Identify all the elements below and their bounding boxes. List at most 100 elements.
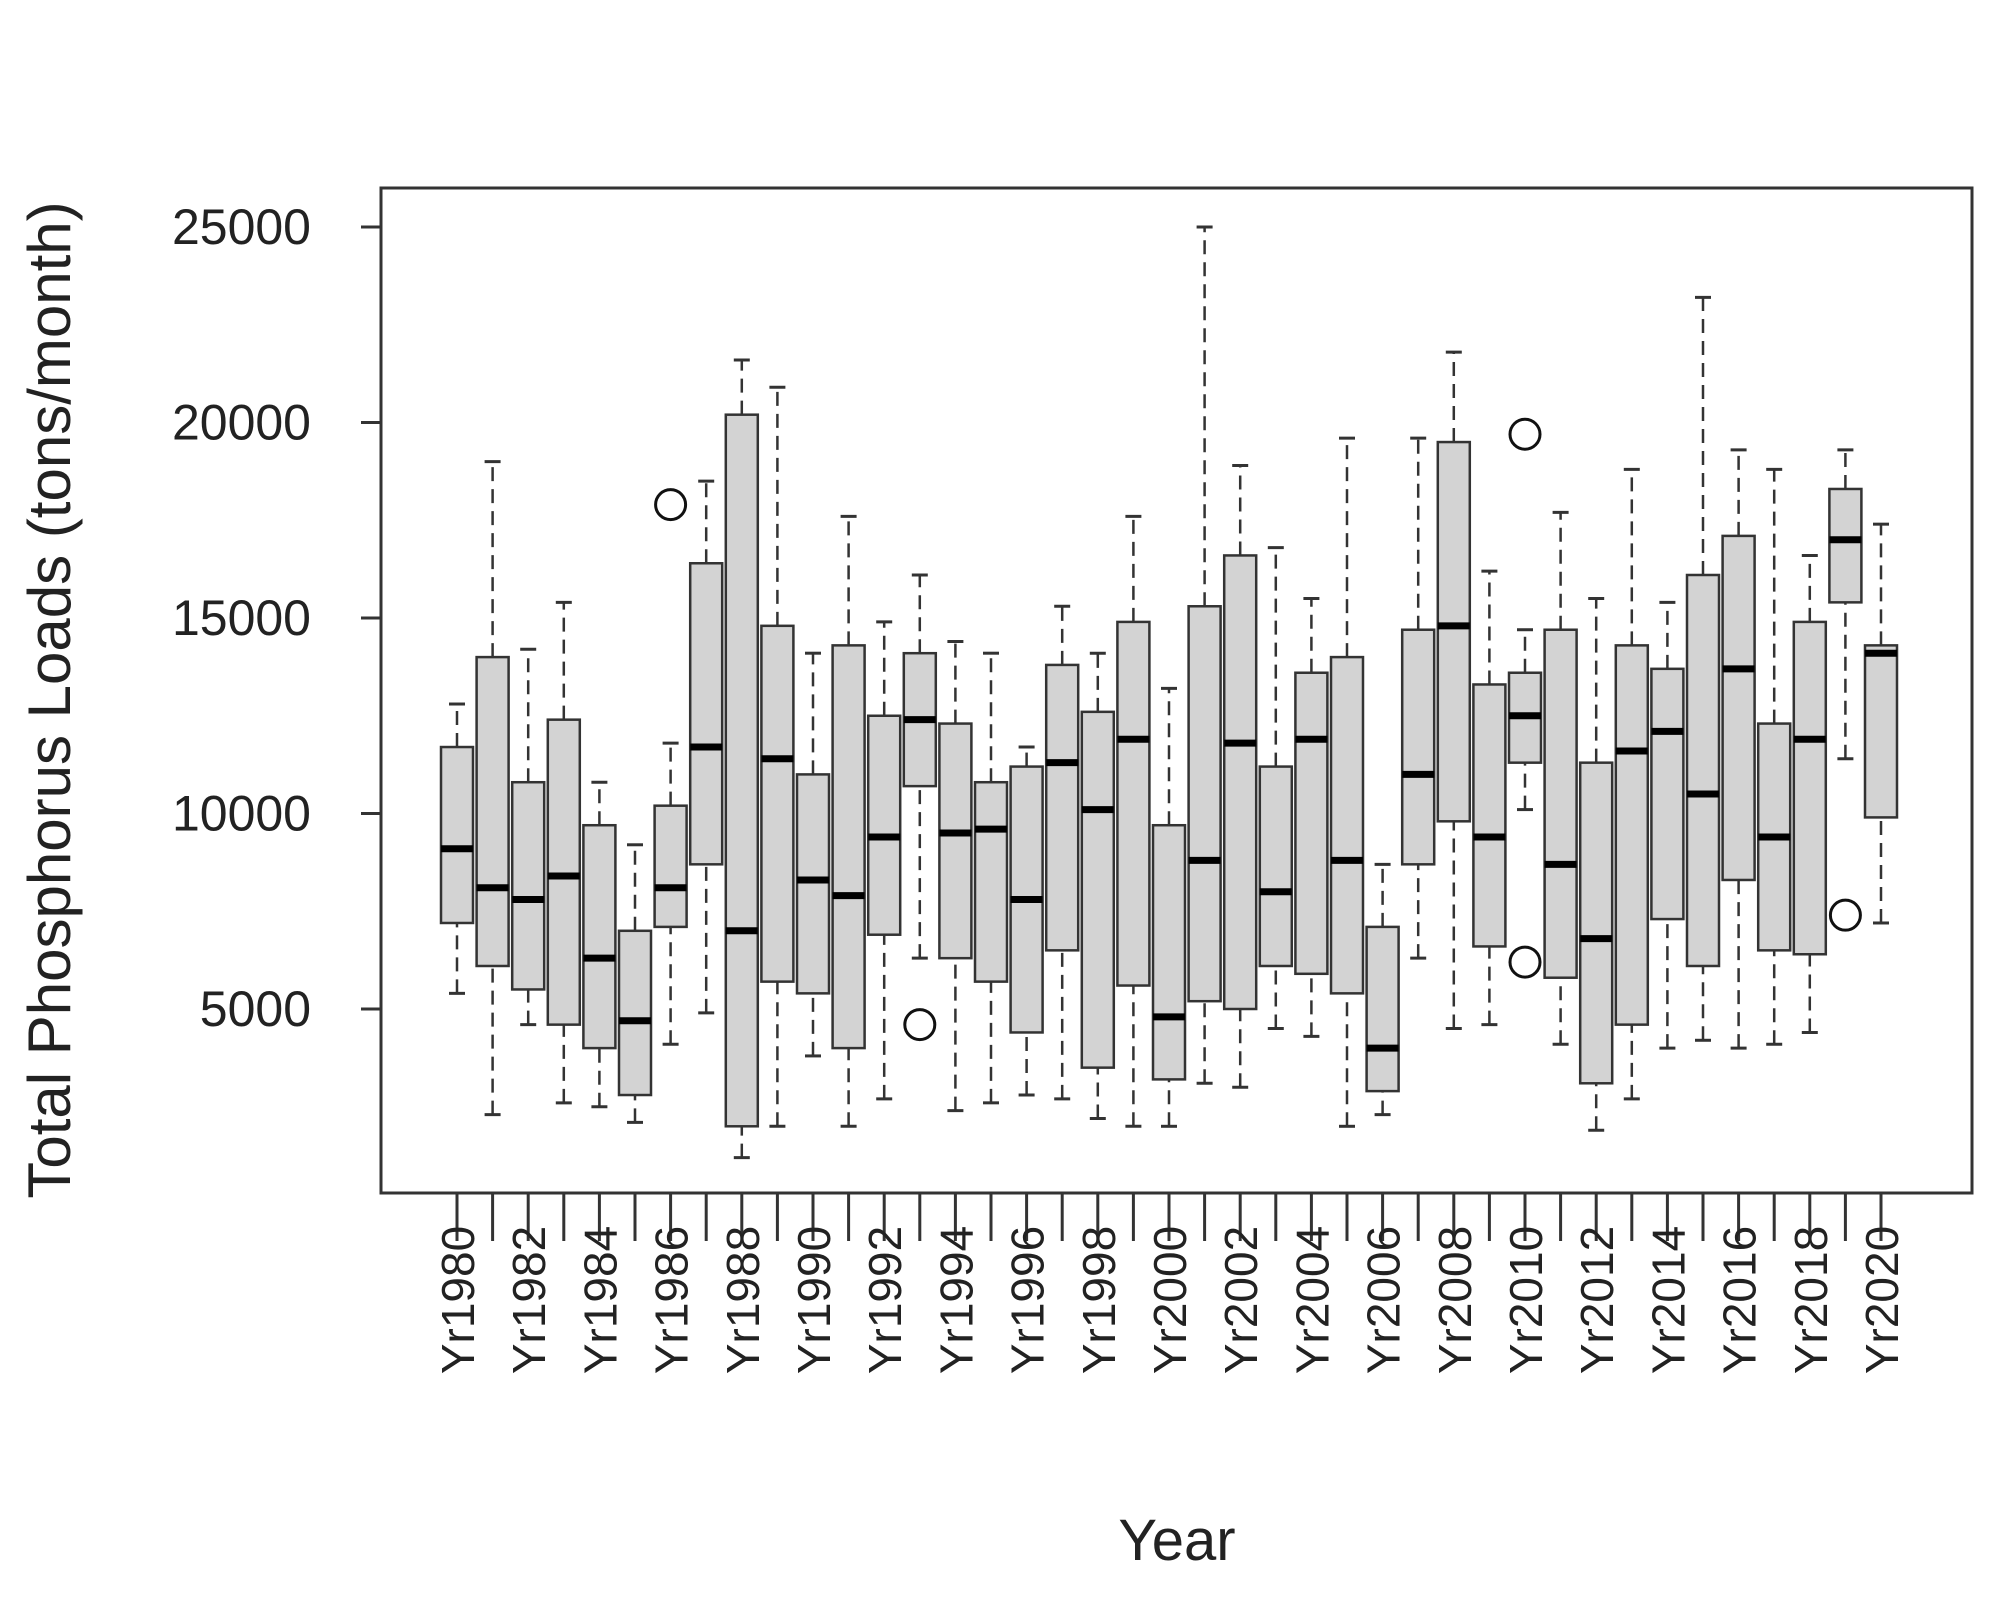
x-tick-label: Yr2002 [1215,1226,1267,1374]
box-iqr [1400,628,1436,866]
box-Yr2012 [1578,596,1614,1132]
box-Yr1984 [582,780,617,1109]
box-iqr [973,780,1009,983]
box-iqr [1044,663,1080,952]
plot-area [439,225,1899,1160]
box-iqr [795,773,831,995]
box-iqr [1863,644,1899,819]
box-Yr2018 [1792,553,1828,1034]
outlier-point [903,1008,937,1042]
box-iqr [1614,644,1650,1026]
box-Yr2006 [1365,862,1400,1117]
box-Yr2019 [1828,448,1863,932]
outlier-point [1508,945,1542,979]
x-axis: Yr1980 Yr1982 Yr1984 Yr1986 Yr1988 Yr1990 Yr19… [432,1193,1908,1374]
box-Yr1988 [724,358,760,1160]
box-Yr2009 [1472,569,1507,1027]
outlier-point [1828,898,1862,932]
box-Yr2015 [1685,295,1721,1042]
box-iqr [1329,655,1365,995]
x-tick-label: Yr2012 [1571,1226,1623,1374]
x-tick-label: Yr1986 [646,1226,698,1374]
box-iqr [1365,925,1400,1093]
box-iqr [1080,710,1116,1069]
box-iqr [688,562,724,866]
box-iqr [582,823,617,1050]
box-iqr [1650,667,1685,921]
box-Yr2014 [1650,600,1685,1050]
box-iqr [1828,487,1863,604]
box-iqr [866,714,902,936]
y-tick-label: 25000 [172,199,311,255]
x-tick-label: Yr1994 [930,1226,982,1374]
box-Yr2010 [1507,417,1543,979]
x-tick-label: Yr2006 [1358,1226,1410,1374]
box-Yr1985 [617,843,653,1124]
box-iqr [510,780,546,991]
box-Yr1999 [1116,514,1151,1128]
x-tick-label: Yr1998 [1073,1226,1125,1374]
box-iqr [546,718,582,1026]
box-Yr1987 [688,479,724,1015]
x-tick-label: Yr1990 [788,1226,840,1374]
y-tick-label: 5000 [200,981,311,1037]
box-iqr [760,624,795,983]
box-iqr [1792,620,1828,956]
box-Yr1990 [795,651,831,1058]
x-tick-label: Yr2018 [1785,1226,1837,1374]
box-Yr2003 [1258,546,1294,1031]
x-tick-label: Yr1980 [432,1226,484,1374]
box-iqr [653,804,688,929]
box-iqr [1436,440,1472,823]
x-axis-title: Year [1118,1508,1235,1573]
x-tick-label: Yr2008 [1429,1226,1481,1374]
x-tick-label: Yr2010 [1500,1226,1552,1374]
x-tick-label: Yr1984 [574,1226,626,1374]
box-iqr [617,929,653,1097]
box-Yr1995 [973,651,1009,1105]
box-Yr1982 [510,647,546,1027]
y-axis-title: Total Phosphorus Loads (tons/month) [16,201,83,1198]
box-iqr [724,413,760,1128]
box-Yr1986 [653,488,688,1046]
box-iqr [1543,628,1578,979]
box-Yr2017 [1756,467,1792,1046]
y-tick-label: 10000 [172,786,311,842]
box-Yr1996 [1009,745,1044,1097]
box-iqr [1258,765,1294,968]
outlier-point [654,488,688,522]
plot-frame [379,186,1974,1195]
box-Yr2005 [1329,436,1365,1128]
box-Yr2001 [1187,225,1222,1085]
box-iqr [1294,671,1329,976]
box-Yr1980 [439,702,475,995]
x-tick-label: Yr2014 [1642,1226,1694,1374]
x-tick-label: Yr1992 [859,1226,911,1374]
box-iqr [475,655,510,968]
box-iqr [938,722,973,960]
box-iqr [1222,554,1258,1011]
box-Yr2013 [1614,467,1650,1101]
x-tick-label: Yr1982 [503,1226,555,1374]
box-Yr1989 [760,385,795,1128]
y-axis: 5000 10000 15000 20000 25000 [172,199,381,1037]
y-tick-label: 15000 [172,590,311,646]
x-tick-label: Yr1996 [1002,1226,1054,1374]
box-Yr2004 [1294,596,1329,1038]
box-iqr [439,745,475,925]
box-iqr [831,644,866,1050]
box-Yr2002 [1222,464,1258,1089]
box-iqr [1187,605,1222,1003]
box-iqr [1685,573,1721,968]
box-Yr1997 [1044,604,1080,1101]
box-Yr1994 [938,639,973,1113]
x-tick-label: Yr2004 [1286,1226,1338,1374]
box-Yr2011 [1543,510,1578,1046]
box-Yr2000 [1151,686,1187,1128]
box-Yr2007 [1400,436,1436,960]
box-iqr [1721,534,1756,882]
x-tick-label: Yr2020 [1856,1226,1908,1374]
box-Yr1991 [831,514,866,1128]
